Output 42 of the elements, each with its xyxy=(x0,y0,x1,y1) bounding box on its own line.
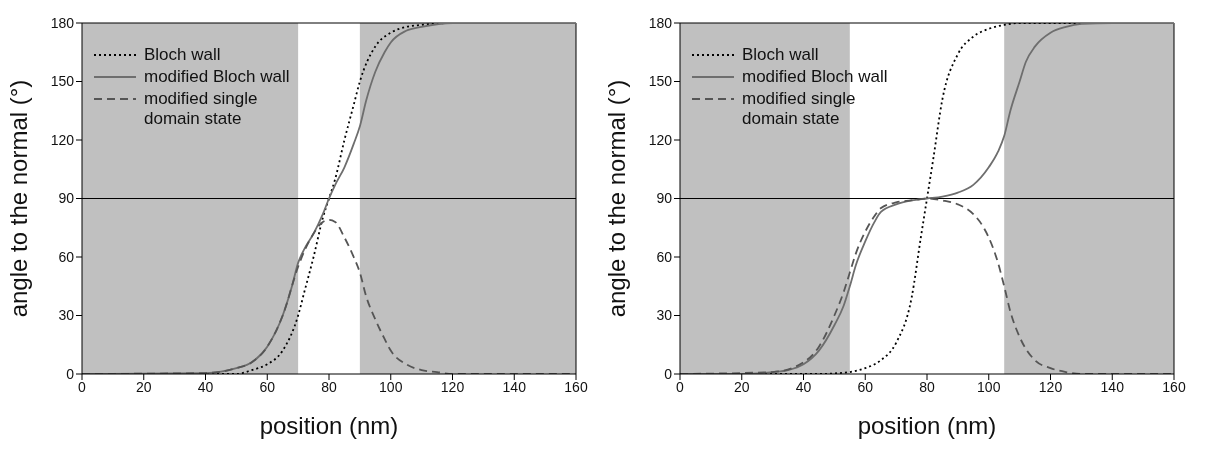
legend-label: Bloch wall xyxy=(742,45,819,65)
x-tick-label: 40 xyxy=(197,378,214,395)
legend-label: Bloch wall xyxy=(144,45,221,65)
x-tick-label: 60 xyxy=(857,378,874,395)
x-tick-label: 100 xyxy=(977,378,1001,395)
x-tick-label: 0 xyxy=(676,378,685,395)
x-tick-label: 20 xyxy=(135,378,152,395)
x-tick-label: 0 xyxy=(78,378,87,395)
x-tick-label: 160 xyxy=(564,378,588,395)
x-tick-label: 80 xyxy=(919,378,935,395)
legend-label: modified Bloch wall xyxy=(144,67,290,87)
y-tick-label: 30 xyxy=(58,307,75,324)
y-tick-label: 120 xyxy=(50,131,75,148)
legend-label: modified single domain state xyxy=(144,89,259,129)
y-tick-label: 0 xyxy=(664,365,673,382)
y-tick-label: 180 xyxy=(50,14,75,31)
y-tick-label: 150 xyxy=(50,73,75,90)
x-axis-title: position (nm) xyxy=(857,412,997,439)
x-tick-label: 20 xyxy=(733,378,750,395)
x-tick-label: 140 xyxy=(502,378,527,395)
x-tick-label: 60 xyxy=(259,378,276,395)
y-tick-label: 0 xyxy=(66,365,75,382)
x-tick-label: 140 xyxy=(1100,378,1125,395)
y-tick-label: 120 xyxy=(648,131,673,148)
y-axis-title: angle to the normal (°) xyxy=(602,79,630,318)
y-tick-label: 30 xyxy=(656,307,673,324)
x-tick-label: 80 xyxy=(321,378,337,395)
x-tick-label: 40 xyxy=(795,378,812,395)
y-axis-title: angle to the normal (°) xyxy=(4,79,32,318)
x-axis-title: position (nm) xyxy=(259,412,399,439)
y-tick-label: 60 xyxy=(656,248,673,265)
x-tick-label: 160 xyxy=(1162,378,1186,395)
x-tick-label: 120 xyxy=(1038,378,1063,395)
legend-label: modified single domain state xyxy=(742,89,857,129)
x-tick-label: 120 xyxy=(440,378,465,395)
y-tick-label: 180 xyxy=(648,14,673,31)
y-tick-label: 60 xyxy=(58,248,75,265)
y-tick-label: 90 xyxy=(656,190,673,207)
y-tick-label: 150 xyxy=(648,73,673,90)
y-tick-label: 90 xyxy=(58,190,75,207)
legend-label: modified Bloch wall xyxy=(742,67,888,87)
x-tick-label: 100 xyxy=(379,378,403,395)
